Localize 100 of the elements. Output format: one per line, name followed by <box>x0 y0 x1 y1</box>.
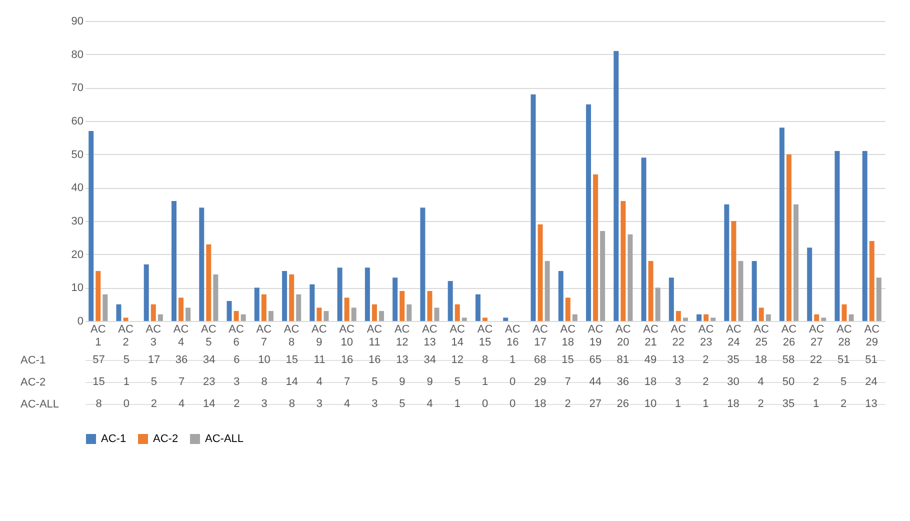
bar <box>821 318 826 321</box>
data-label: 3 <box>316 398 323 410</box>
bar <box>544 261 550 321</box>
data-label: 57 <box>92 354 105 366</box>
data-label: 10 <box>644 398 657 410</box>
legend-label: AC-1 <box>101 433 126 445</box>
data-label: 2 <box>812 376 820 388</box>
bar <box>102 294 108 321</box>
bar <box>392 278 398 321</box>
bar <box>724 204 730 321</box>
data-label: 9 <box>399 376 406 388</box>
x-tick-label: AC 9 <box>312 324 327 348</box>
data-label: 13 <box>865 398 878 410</box>
bar <box>96 271 101 321</box>
y-tick-label: 70 <box>71 82 84 94</box>
data-label: 26 <box>616 398 630 410</box>
data-label: 14 <box>286 376 298 388</box>
data-label: 4 <box>178 398 185 410</box>
data-label: 10 <box>258 354 270 366</box>
bar <box>337 268 342 321</box>
x-tick-label: AC 7 <box>256 324 272 348</box>
x-tick-label: AC 3 <box>146 324 162 348</box>
data-label: 35 <box>782 398 795 410</box>
data-label: 5 <box>372 376 378 388</box>
bar <box>462 318 467 321</box>
data-label: 50 <box>782 376 795 388</box>
data-label: 12 <box>451 354 464 366</box>
x-tick-label: AC 16 <box>504 324 520 348</box>
bar <box>427 291 432 321</box>
bar <box>316 308 322 321</box>
data-label: 5 <box>150 376 158 388</box>
data-label: 3 <box>234 376 240 388</box>
bar <box>226 301 232 321</box>
data-label: 18 <box>534 398 546 410</box>
bar <box>289 274 294 321</box>
bar <box>144 264 149 321</box>
bar <box>420 208 426 321</box>
bar <box>586 104 592 321</box>
data-label: 30 <box>727 376 740 388</box>
bar <box>400 291 405 321</box>
bar <box>848 314 854 321</box>
data-label: 29 <box>534 376 546 388</box>
data-label: 11 <box>314 354 326 366</box>
text: AC-2 <box>20 376 46 388</box>
data-label: 58 <box>782 354 795 366</box>
bar <box>558 271 564 321</box>
data-label: 1 <box>454 398 460 410</box>
bar <box>731 221 736 321</box>
data-label: 35 <box>727 354 740 366</box>
bar <box>88 131 94 321</box>
data-label: 3 <box>372 398 378 410</box>
data-label: 36 <box>616 376 630 388</box>
bar <box>268 311 274 321</box>
bar <box>676 311 681 321</box>
data-label: 6 <box>234 354 240 366</box>
data-label: 16 <box>368 354 381 366</box>
data-label: 51 <box>865 354 878 366</box>
data-label: 8 <box>288 398 295 410</box>
bar <box>296 294 302 321</box>
bar <box>351 308 356 321</box>
data-label: 3 <box>261 398 268 410</box>
bar <box>593 174 598 321</box>
bar <box>344 298 350 321</box>
bar <box>862 151 868 321</box>
data-label: 9 <box>426 376 433 388</box>
data-label: 7 <box>178 376 185 388</box>
data-label: 16 <box>340 354 354 366</box>
data-label: 2 <box>840 398 847 410</box>
data-label: 18 <box>754 354 767 366</box>
bar <box>282 271 288 321</box>
bar <box>758 308 764 321</box>
bar <box>158 314 163 321</box>
text: AC-1 <box>20 354 46 366</box>
bar <box>261 294 266 321</box>
bar <box>234 311 239 321</box>
y-tick-label: 10 <box>71 282 84 294</box>
bar <box>876 278 882 321</box>
bar <box>628 234 633 321</box>
bar <box>378 311 384 321</box>
data-label: 13 <box>396 354 408 366</box>
bar <box>372 304 377 321</box>
bar <box>150 304 156 321</box>
data-label: 1 <box>510 354 516 366</box>
x-tick-label: AC 5 <box>201 324 216 348</box>
bar <box>565 298 570 321</box>
data-label: 14 <box>203 398 216 410</box>
bar <box>620 201 626 321</box>
bar <box>199 208 204 321</box>
bar <box>172 201 176 321</box>
x-tick-label: AC 1 <box>90 324 106 348</box>
y-tick-label: 40 <box>71 182 84 194</box>
x-tick-label: AC 15 <box>477 324 493 348</box>
data-label: 0 <box>510 376 516 388</box>
y-tick-label: 60 <box>71 116 84 128</box>
x-tick-label: AC 24 <box>726 324 742 348</box>
bar <box>123 318 128 321</box>
data-label: 4 <box>316 376 323 388</box>
bar <box>213 274 218 321</box>
legend-label: AC-ALL <box>205 433 244 445</box>
x-tick-label: AC 22 <box>670 324 686 348</box>
